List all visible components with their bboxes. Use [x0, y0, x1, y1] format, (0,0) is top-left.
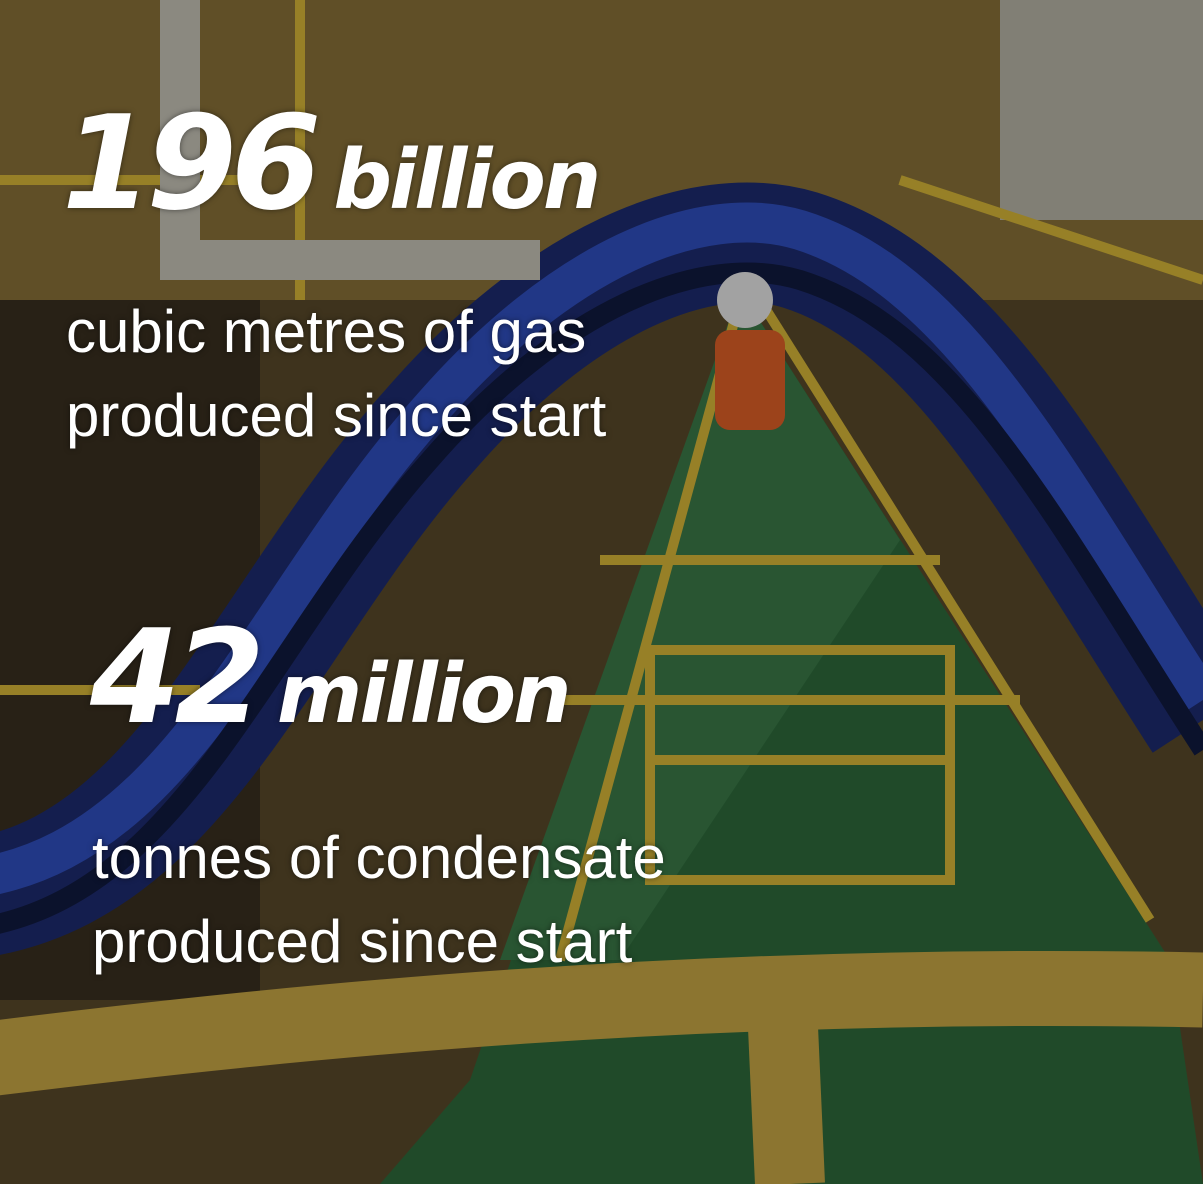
stat-description: produced since start — [92, 908, 633, 975]
stat-number: 42 million — [89, 601, 569, 753]
stat-number: 196 billion — [62, 87, 598, 239]
stat-unit: billion — [333, 133, 598, 228]
stat-number: 196 — [62, 87, 317, 239]
stat-description: cubic metres of gas — [66, 298, 586, 365]
stat-description: tonnes of condensate — [92, 824, 666, 891]
stat-number: 42 — [89, 601, 259, 753]
stat-unit: million — [277, 647, 569, 742]
stat-description: produced since start — [66, 382, 607, 449]
